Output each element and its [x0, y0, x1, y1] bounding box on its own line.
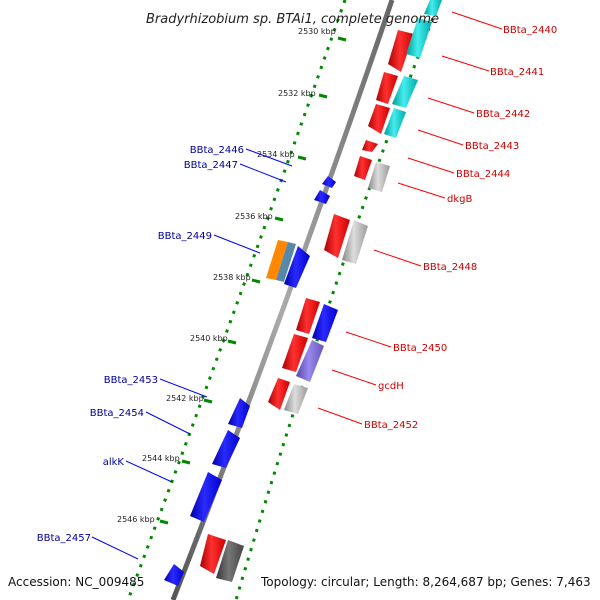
gene-label-BBta_2443: BBta_2443 [465, 141, 519, 152]
tick-label-2546: 2546 kbp [117, 515, 155, 524]
forward-cds-features [200, 0, 442, 582]
gene-label-BBta_2440: BBta_2440 [503, 25, 557, 36]
orf-cyan-3 [384, 108, 406, 138]
cds-BBta_2442 [368, 104, 390, 134]
orf-cyan-1 [406, 18, 432, 58]
cds-BBta_2457 [164, 564, 184, 586]
gene-label-BBta_2457: BBta_2457 [37, 533, 91, 544]
genome-summary-text: Topology: circular; Length: 8,264,687 bp… [260, 575, 591, 589]
gene-label-BBta_2448: BBta_2448 [423, 262, 477, 273]
orf-gray-3 [284, 384, 308, 414]
cds-BBta_2449-blue [284, 246, 310, 288]
forward-label-lines [317, 11, 503, 425]
reverse-cds-features [164, 176, 336, 586]
cds-BBta_2440 [388, 30, 414, 72]
gene-label-BBta_2447: BBta_2447 [184, 160, 238, 171]
cds-BBta_2452 [268, 378, 290, 410]
orf-gray-1 [368, 162, 390, 192]
cds-BBta_2447 [314, 190, 330, 204]
cds-BBta_2444 [354, 156, 372, 180]
tick-marks [159, 36, 347, 525]
gene-label-BBta_2453: BBta_2453 [104, 375, 158, 386]
orf-purple [296, 340, 324, 382]
tick-label-2536: 2536 kbp [235, 212, 273, 221]
orf-dark-bottom [216, 540, 244, 582]
orf-gray-2 [342, 220, 368, 264]
accession-text: Accession: NC_009485 [8, 575, 144, 589]
tick-label-2532: 2532 kbp [278, 89, 316, 98]
gene-label-BBta_2450: BBta_2450 [393, 343, 447, 354]
reverse-label-lines [91, 148, 293, 560]
gene-label-BBta_2446: BBta_2446 [190, 145, 244, 156]
gene-label-BBta_2442: BBta_2442 [476, 109, 530, 120]
orf-cyan-top [424, 0, 442, 16]
gene-label-dkgB: dkgB [447, 194, 472, 205]
tick-label-2540: 2540 kbp [190, 334, 228, 343]
gene-label-alkK: alkK [103, 457, 125, 468]
gene-label-gcdH: gcdH [378, 381, 404, 392]
map-title: Bradyrhizobium sp. BTAi1, complete genom… [146, 12, 439, 27]
cds-BBta_2453 [228, 398, 250, 428]
orf-cyan-2 [392, 76, 418, 108]
tick-label-2542: 2542 kbp [166, 394, 204, 403]
gene-label-BBta_2454: BBta_2454 [90, 408, 144, 419]
tick-label-2538: 2538 kbp [213, 273, 251, 282]
gene-label-BBta_2452: BBta_2452 [364, 420, 418, 431]
gene-label-BBta_2441: BBta_2441 [490, 67, 544, 78]
cds-BBta_2450 [296, 298, 320, 334]
cds-BBta_2443 [362, 140, 378, 152]
cds-BBta_2446 [322, 176, 336, 188]
cds-red-bottom [200, 534, 226, 574]
cds-BBta_2441 [376, 72, 398, 104]
gene-label-BBta_2444: BBta_2444 [456, 169, 510, 180]
cds-alkK [190, 472, 222, 522]
gene-label-BBta_2449: BBta_2449 [158, 231, 212, 242]
outer-dotted-track [234, 0, 442, 600]
cds-BBta_2449-steel [276, 242, 296, 282]
tick-label-2534: 2534 kbp [257, 150, 295, 159]
reverse-gene-labels: BBta_2446 BBta_2447 BBta_2449 BBta_2453 … [37, 145, 244, 544]
cds-BBta_2454 [212, 430, 240, 468]
forward-gene-labels: BBta_2440 BBta_2441 BBta_2442 BBta_2443 … [364, 25, 557, 431]
tick-label-2544: 2544 kbp [142, 454, 180, 463]
cds-BBta_2449-orange [266, 240, 288, 280]
tick-label-2530: 2530 kbp [298, 27, 336, 36]
cds-gcdH [282, 334, 308, 372]
orf-blue-fwd [312, 304, 338, 342]
cds-BBta_2448 [324, 214, 350, 258]
